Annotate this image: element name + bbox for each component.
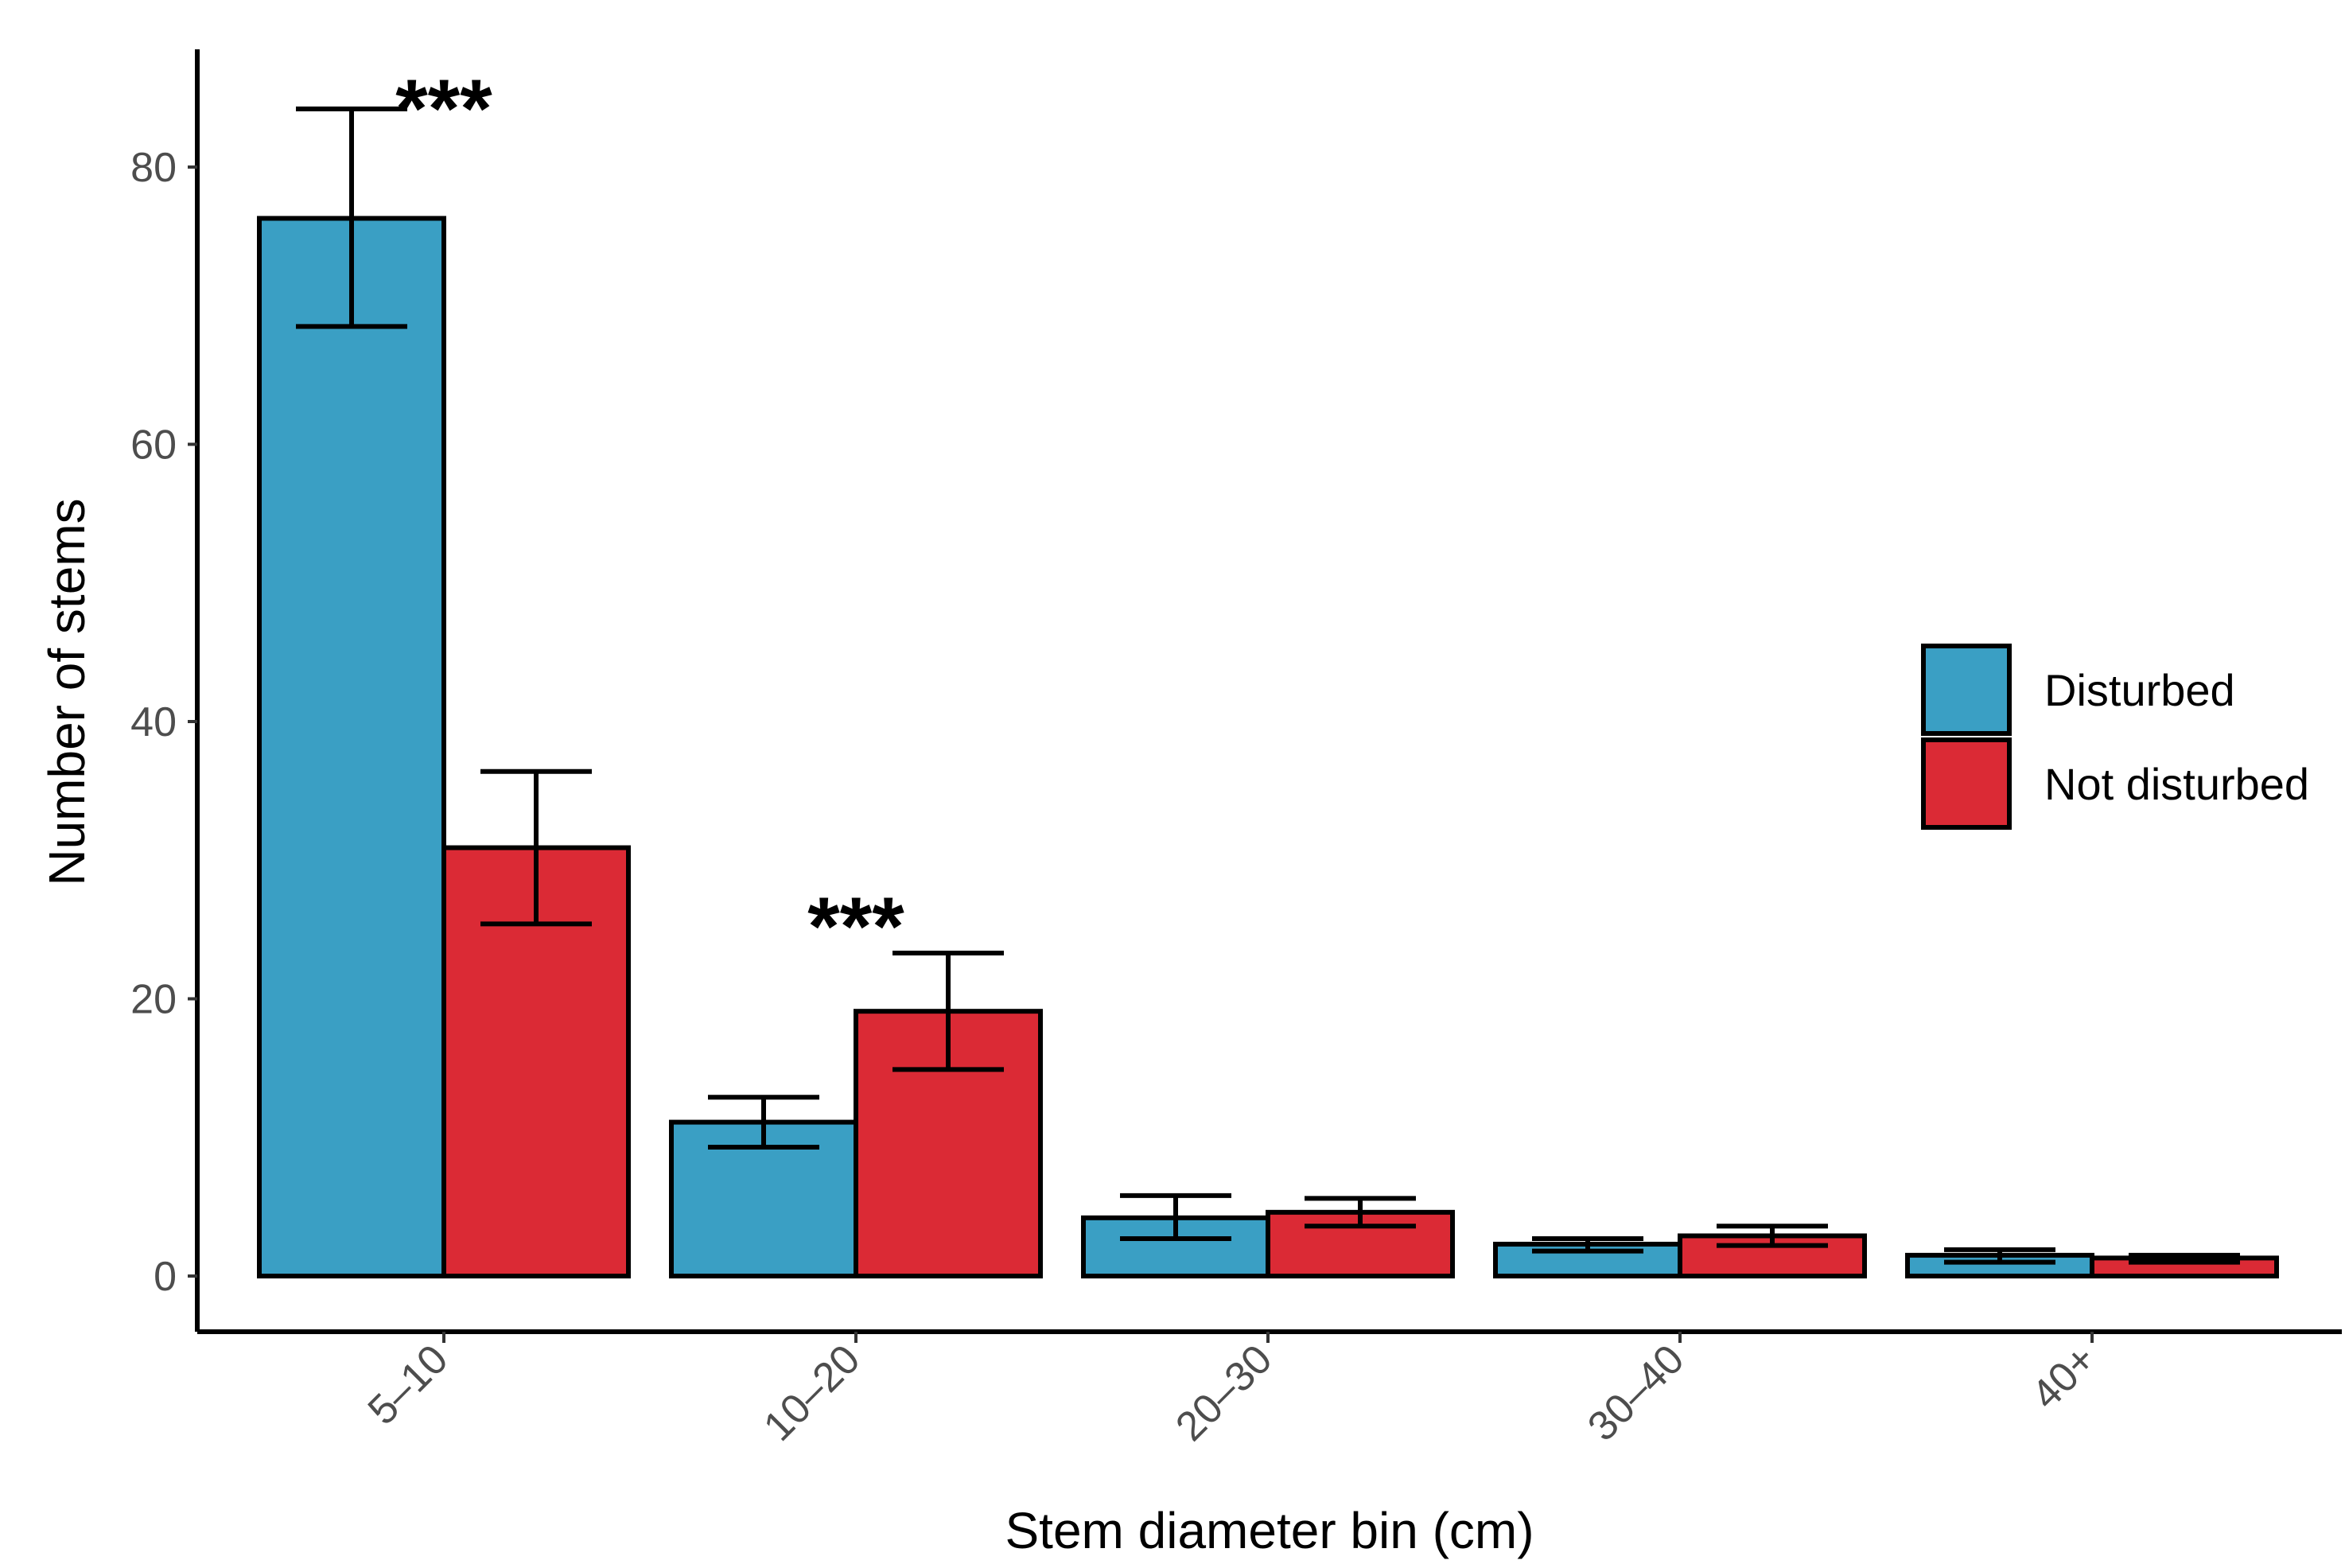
x-axis-title: Stem diameter bin (cm) [1005,1502,1534,1559]
error-bar [2129,1252,2240,1265]
plot-area: *** *** [257,63,2279,1279]
significance-label: *** [807,881,904,973]
error-bar [480,768,592,927]
y-tick-label: 20 [130,977,177,1023]
x-tick-label: 40+ [2023,1336,2105,1418]
y-tick-label: 80 [130,145,177,191]
legend-key-disturbed [1921,644,2012,736]
x-tick-label: 20–30 [1167,1336,1281,1449]
error-bar [296,106,407,329]
y-axis-ticks: 0 20 40 60 80 [130,145,197,1300]
error-bar [708,1095,819,1150]
x-axis-ticks: 5–10 10–20 20–30 30–40 40+ [360,1332,2105,1450]
error-bar [1305,1196,1416,1229]
error-bar [1944,1247,2055,1265]
y-axis-title: Number of stems [38,498,95,885]
error-bar [1532,1235,1643,1254]
error-bar [1120,1193,1231,1241]
error-bar [892,950,1004,1072]
legend-label: Disturbed [2044,665,2235,715]
bar-disturbed [257,216,446,1278]
y-tick-label: 0 [154,1254,177,1300]
error-bar [1717,1224,1828,1248]
legend-key-not-disturbed [1921,737,2012,830]
legend: Disturbed Not disturbed [1921,644,2309,830]
significance-label: *** [395,63,492,155]
y-tick-label: 60 [130,422,177,469]
x-tick-label: 30–40 [1579,1336,1693,1449]
legend-label: Not disturbed [2044,759,2309,809]
x-tick-label: 10–20 [755,1336,869,1449]
y-tick-label: 40 [130,699,177,745]
x-tick-label: 5–10 [360,1336,457,1434]
